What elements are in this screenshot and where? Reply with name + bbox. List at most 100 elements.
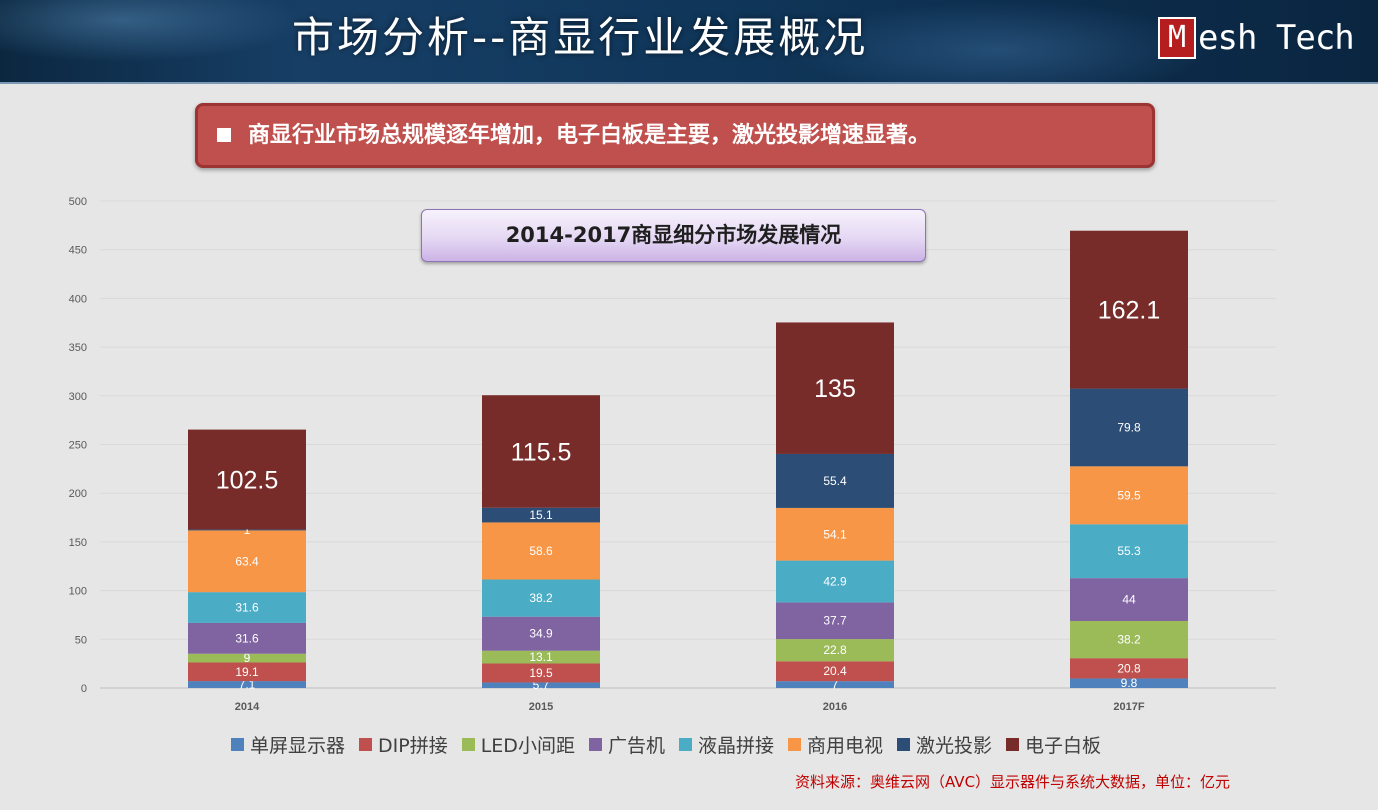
bar-segment	[1070, 620, 1188, 659]
y-tick-label: 500	[69, 196, 87, 208]
bar-segment	[188, 662, 306, 682]
bar-segment	[482, 522, 600, 580]
summary-banner: 商显行业市场总规模逐年增加，电子白板是主要，激光投影增速显著。	[195, 103, 1155, 168]
y-tick-label: 200	[69, 488, 87, 500]
data-label: 63.4	[235, 554, 259, 568]
legend-swatch	[231, 737, 244, 751]
bar-segment	[188, 429, 306, 530]
header-divider	[0, 82, 1378, 84]
legend-item: 液晶拼接	[678, 731, 774, 758]
bar-segment	[776, 661, 894, 682]
bar-segment	[776, 681, 894, 688]
y-tick-label: 400	[69, 293, 87, 305]
bar-segment	[188, 681, 306, 688]
legend-swatch	[461, 737, 475, 751]
data-label: 7	[832, 678, 839, 692]
legend-label: 液晶拼接	[697, 734, 774, 757]
data-label: 79.8	[1117, 420, 1141, 434]
bar-segment	[482, 616, 600, 651]
data-label: 135	[814, 375, 856, 403]
chart-title: 2014-2017商显细分市场发展情况	[505, 223, 842, 247]
bar-segment	[188, 529, 306, 531]
data-label: 55.4	[823, 474, 847, 488]
bar-segment	[1070, 678, 1188, 688]
bar-segment	[188, 530, 306, 593]
logo-text: esh Tech	[1198, 18, 1355, 58]
bar-segment	[482, 650, 600, 664]
data-label: 15.1	[529, 508, 553, 522]
y-tick-label: 100	[69, 586, 87, 598]
bar-segment	[188, 653, 306, 663]
legend-item: 广告机	[588, 731, 665, 758]
x-tick-label: 2017F	[1113, 701, 1144, 713]
data-label: 59.5	[1117, 488, 1141, 502]
chart-legend: 单屏显示器 DIP拼接 LED小间距 广告机 液晶拼接 商用电视 激光投影 电子白板	[231, 731, 1115, 757]
bar-segment	[1070, 658, 1188, 679]
data-label: 13.1	[529, 650, 553, 664]
data-label: 9	[244, 651, 251, 665]
legend-item: 电子白板	[1006, 731, 1101, 758]
bar-segment	[776, 602, 894, 640]
y-tick-label: 50	[75, 634, 87, 646]
summary-text: 商显行业市场总规模逐年增加，电子白板是主要，激光投影增速显著。	[248, 123, 931, 148]
legend-item: 商用电视	[787, 731, 883, 758]
legend-swatch	[588, 737, 602, 751]
data-label: 20.8	[1117, 661, 1141, 675]
logo: M esh Tech	[1158, 17, 1355, 59]
data-label: 115.5	[511, 438, 572, 466]
bar-segment	[776, 639, 894, 662]
legend-label: LED小间距	[480, 734, 575, 757]
data-label: 38.2	[1117, 633, 1141, 647]
data-label: 19.1	[235, 665, 259, 679]
slide-title: 市场分析--商显行业发展概况	[292, 13, 869, 62]
legend-swatch	[897, 737, 910, 751]
bar-segment	[188, 622, 306, 654]
legend-swatch	[678, 737, 692, 751]
data-label: 1	[244, 523, 251, 537]
legend-swatch	[787, 737, 801, 751]
legend-label: 广告机	[607, 734, 665, 757]
bar-segment	[1070, 230, 1188, 389]
data-label: 162.1	[1098, 297, 1161, 325]
bar-segment	[482, 507, 600, 523]
data-label: 19.5	[529, 666, 553, 680]
bar-segment	[776, 322, 894, 454]
logo-mark: M	[1158, 17, 1196, 59]
data-label: 31.6	[235, 631, 259, 645]
y-tick-label: 300	[69, 391, 87, 403]
legend-item: DIP拼接	[359, 731, 448, 758]
data-label: 31.6	[235, 601, 259, 615]
data-label: 44	[1122, 593, 1136, 607]
legend-label: 激光投影	[916, 734, 993, 757]
y-tick-label: 150	[69, 537, 87, 549]
bar-segment	[1070, 578, 1188, 621]
bar-segment	[482, 579, 600, 617]
header-banner: 市场分析--商显行业发展概况 M esh Tech	[0, 0, 1378, 84]
bar-segment	[188, 592, 306, 623]
data-label: 54.1	[823, 527, 847, 541]
legend-label: 电子白板	[1025, 734, 1102, 757]
data-label: 102.5	[216, 467, 279, 495]
bullet-square-icon	[217, 128, 231, 142]
y-tick-label: 450	[69, 245, 87, 257]
bar-segment	[776, 507, 894, 561]
bar-segment	[482, 663, 600, 683]
legend-item: 单屏显示器	[231, 731, 345, 758]
y-tick-label: 250	[69, 440, 87, 452]
bar-segment	[1070, 466, 1188, 525]
data-label: 20.4	[823, 664, 847, 678]
chart-title-box: 2014-2017商显细分市场发展情况	[421, 209, 926, 262]
data-label: 22.8	[823, 643, 847, 657]
legend-item: LED小间距	[461, 731, 575, 758]
data-label: 9.8	[1121, 676, 1138, 690]
data-label: 38.2	[529, 591, 553, 605]
data-label: 55.3	[1117, 544, 1141, 558]
bar-segment	[776, 453, 894, 508]
bar-segment	[1070, 524, 1188, 579]
data-label: 58.6	[529, 544, 553, 558]
bar-segment	[482, 682, 600, 688]
y-tick-label: 0	[81, 683, 87, 695]
x-tick-label: 2014	[235, 701, 260, 713]
legend-label: 单屏显示器	[250, 734, 346, 757]
